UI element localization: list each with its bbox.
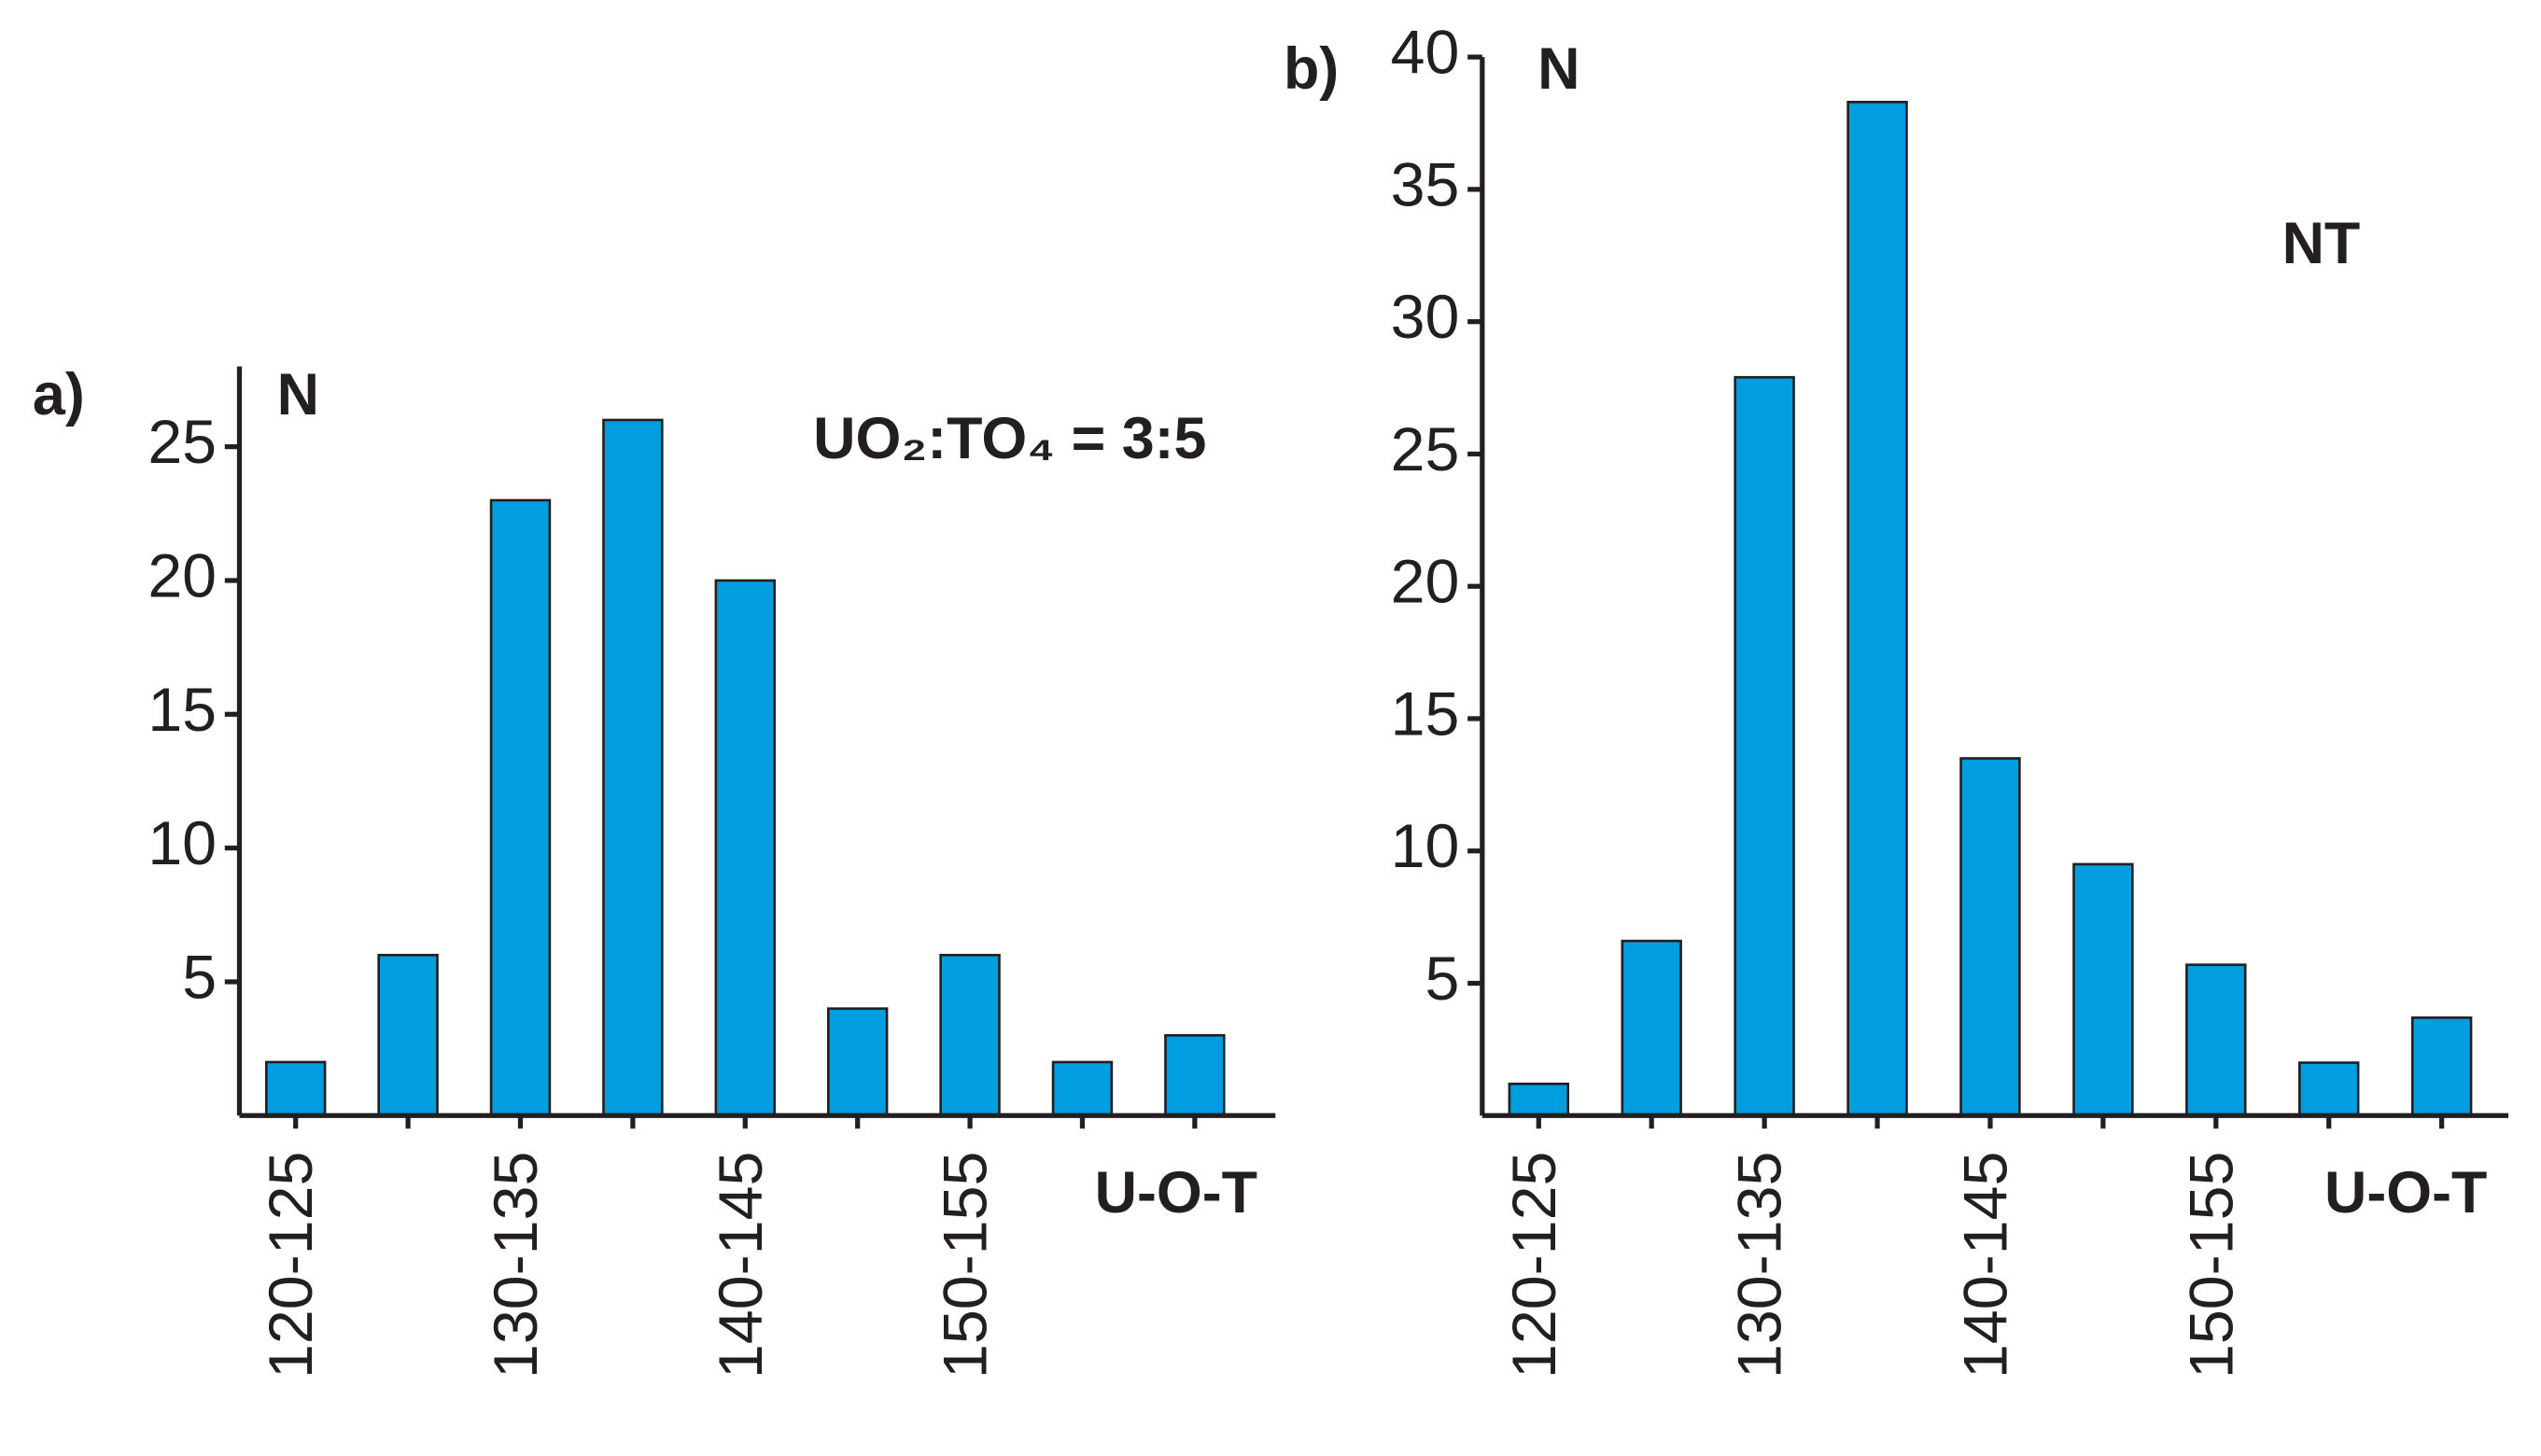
y-tick-label: 30: [1391, 283, 1460, 352]
bar: [377, 953, 439, 1117]
x-tick-label: 130-135: [482, 1152, 551, 1379]
y-tick-label: 20: [147, 541, 217, 610]
x-tick-label: 120-125: [1500, 1152, 1569, 1379]
bar: [714, 579, 776, 1117]
y-tick-label: 10: [1391, 812, 1460, 881]
y-tick-label: 25: [147, 408, 217, 477]
bar: [2072, 862, 2134, 1117]
bar: [1621, 939, 1682, 1117]
x-tick-label: 130-135: [1726, 1152, 1795, 1379]
bar: [489, 498, 552, 1117]
x-axis-label: U-O-T: [1095, 1160, 1257, 1225]
x-tick-label: 150-155: [932, 1152, 1001, 1379]
y-tick-label: 5: [182, 943, 217, 1012]
x-axis-label: U-O-T: [2324, 1160, 2487, 1225]
bar: [264, 1060, 327, 1117]
y-tick-label: 15: [147, 676, 217, 745]
bar: [1959, 757, 2021, 1117]
y-tick-label: 15: [1391, 679, 1460, 749]
bar: [1051, 1060, 1114, 1117]
bar: [602, 418, 664, 1117]
panel-label: b): [1284, 36, 1339, 102]
y-tick-label: 25: [1391, 415, 1460, 484]
y-tick-label: 20: [1391, 548, 1460, 617]
bar: [1508, 1082, 1570, 1117]
annotation: NT: [2282, 211, 2361, 276]
y-tick-label: 5: [1425, 945, 1460, 1014]
bar: [939, 953, 1001, 1117]
y-tick-label: 35: [1391, 150, 1460, 219]
x-tick-label: 140-145: [1951, 1152, 2020, 1379]
x-tick-label: 120-125: [257, 1152, 326, 1379]
y-axis-label: N: [1537, 36, 1579, 102]
y-tick-label: 40: [1391, 19, 1460, 88]
bar: [2185, 963, 2247, 1117]
bar: [1734, 375, 1795, 1117]
bar: [1164, 1033, 1226, 1117]
bar: [2298, 1061, 2360, 1117]
x-tick-label: 150-155: [2177, 1152, 2246, 1379]
panel-label: a): [33, 362, 85, 427]
annotation: UO₂:TO₄ = 3:5: [813, 406, 1206, 471]
bar: [2410, 1016, 2473, 1117]
y-axis-label: N: [277, 362, 319, 427]
y-tick-label: 10: [147, 809, 217, 878]
x-tick-label: 140-145: [707, 1152, 776, 1379]
bar: [1846, 101, 1908, 1117]
bar: [826, 1007, 889, 1117]
